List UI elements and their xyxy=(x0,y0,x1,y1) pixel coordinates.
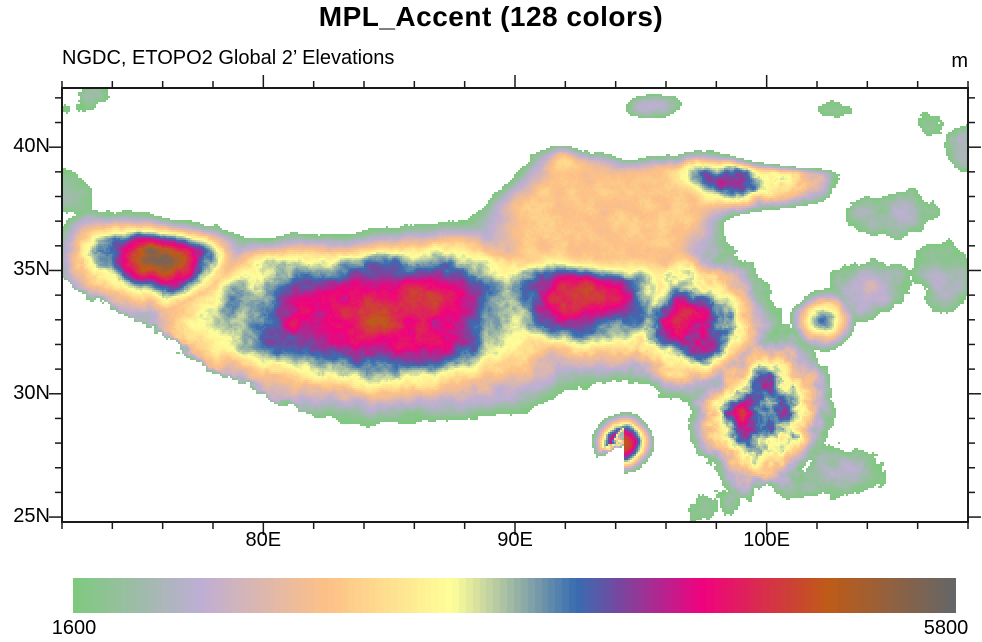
colorbar xyxy=(73,578,956,613)
y-tick-label: 25N xyxy=(13,505,50,528)
x-tick-label: 90E xyxy=(497,529,533,551)
y-tick-label: 30N xyxy=(13,381,50,404)
subtitle-left: NGDC, ETOPO2 Global 2’ Elevations xyxy=(62,47,395,69)
x-tick-label: 80E xyxy=(245,529,282,551)
colorbar-max-label: 5800 xyxy=(923,617,969,639)
colorbar-min-label: 1600 xyxy=(51,617,97,639)
elevation-map-raster xyxy=(62,88,968,522)
plot-title: MPL_Accent (128 colors) xyxy=(318,1,664,32)
y-tick-label: 35N xyxy=(13,258,50,281)
x-tick-label: 100E xyxy=(743,529,791,551)
units-label: m xyxy=(951,50,968,72)
y-tick-label: 40N xyxy=(13,135,50,158)
